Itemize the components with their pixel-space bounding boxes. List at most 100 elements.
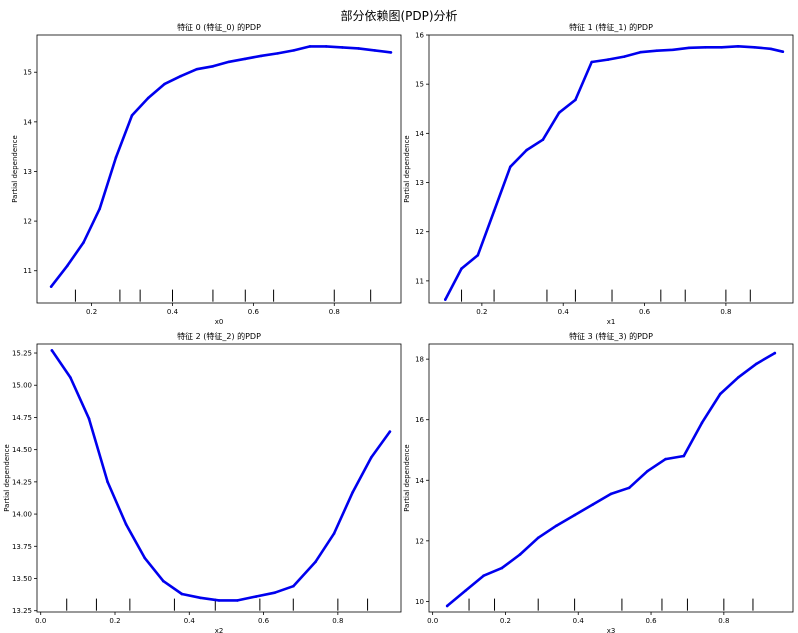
pdp-point — [195, 67, 199, 71]
pdp-point — [525, 148, 528, 152]
figure-title: 部分依赖图(PDP)分析 — [340, 8, 457, 23]
pdp-point — [146, 96, 150, 100]
pdp-point — [664, 457, 667, 461]
x-tick-label: 0.6 — [248, 308, 260, 316]
pdp-line — [50, 349, 392, 602]
x-tick-label: 0.6 — [258, 617, 270, 625]
pdp-point — [276, 52, 279, 55]
pdp-point — [243, 57, 247, 61]
y-tick-label: 18 — [415, 356, 424, 364]
pdp-point — [143, 556, 147, 560]
pdp-point — [718, 392, 722, 396]
y-axis-label: Partial dependence — [403, 444, 411, 512]
pdp-panel-2: 特征 2 (特征_2) 的PDP 0.0 0.2 0.4 0.6 0.8 13.25 13.5… — [3, 331, 402, 633]
x-tick-label: 0.8 — [332, 617, 343, 625]
pdp-point — [273, 591, 277, 594]
y-tick-label: 15 — [415, 81, 424, 89]
pdp-point — [308, 45, 312, 48]
x-tick-label: 0.4 — [558, 308, 570, 316]
pdp-point — [443, 298, 447, 301]
x-tick-label: 0.6 — [639, 308, 651, 316]
pdp-point — [351, 490, 355, 494]
y-tick-label: 14 — [415, 130, 424, 138]
pdp-point — [736, 45, 740, 48]
pdp-point — [227, 60, 231, 64]
pdp-point — [753, 45, 756, 49]
pdp-point — [292, 49, 296, 52]
pdp-point — [755, 362, 758, 365]
axes-frame — [428, 343, 794, 613]
pdp-point — [388, 430, 392, 433]
y-axis-label: Partial dependence — [11, 135, 19, 203]
pdp-point — [260, 54, 263, 58]
pdp-point — [557, 111, 561, 114]
y-tick-label: 13 — [23, 168, 32, 176]
axes-frame — [36, 343, 402, 613]
y-tick-label: 15.00 — [12, 382, 32, 390]
pdp-point — [737, 376, 740, 379]
pdp-point — [332, 532, 336, 535]
panel-title: 特征 0 (特征_0) 的PDP — [177, 22, 261, 32]
pdp-point — [254, 595, 258, 598]
pdp-point — [482, 574, 485, 577]
pdp-line — [444, 45, 785, 301]
pdp-point — [341, 46, 344, 49]
axes-frame — [428, 34, 794, 304]
pdp-point — [50, 349, 54, 352]
y-tick-label: 16 — [415, 416, 424, 424]
y-tick-label: 13.25 — [12, 607, 32, 615]
pdp-point — [639, 50, 642, 54]
pdp-point — [687, 46, 691, 50]
pdp-point — [211, 64, 215, 68]
y-tick-label: 13.50 — [12, 575, 32, 583]
pdp-point — [217, 599, 221, 602]
y-tick-label: 14.25 — [12, 478, 32, 486]
pdp-point — [781, 50, 785, 54]
pdp-point — [464, 589, 467, 593]
pdp-panel-0: 特征 0 (特征_0) 的PDP 0.2 0.4 0.6 0.8 11 12 13 14 15 x0… — [11, 22, 402, 326]
pdp-point — [163, 82, 166, 86]
y-tick-label: 14 — [23, 118, 32, 126]
pdp-point — [314, 560, 317, 564]
pdp-point — [291, 584, 295, 588]
pdp-point — [573, 513, 576, 517]
y-tick-label: 14 — [415, 477, 424, 485]
x-axis-label: x1 — [607, 318, 616, 326]
x-tick-label: 0.0 — [427, 617, 438, 625]
y-tick-label: 11 — [23, 267, 32, 275]
pdp-point — [769, 47, 772, 51]
x-tick-label: 0.4 — [167, 308, 179, 316]
panel-title: 特征 1 (特征_1) 的PDP — [569, 22, 653, 32]
pdp-point — [646, 469, 649, 473]
y-tick-label: 11 — [415, 277, 424, 285]
pdp-point — [591, 503, 595, 506]
pdp-point — [704, 45, 707, 49]
pdp-point — [476, 254, 480, 257]
pdp-point — [106, 480, 109, 484]
pdp-point — [82, 241, 85, 244]
pdp-point — [509, 165, 512, 169]
x-tick-label: 0.8 — [718, 617, 729, 625]
pdp-line — [445, 351, 777, 608]
pdp-point — [357, 47, 360, 50]
y-tick-label: 13 — [415, 179, 424, 187]
pdp-point — [324, 45, 328, 48]
y-axis-label: Partial dependence — [3, 444, 11, 512]
pdp-point — [518, 553, 522, 556]
x-tick-label: 0.4 — [184, 617, 196, 625]
pdp-point — [130, 114, 134, 117]
pdp-point — [49, 285, 53, 288]
y-tick-label: 14.00 — [12, 511, 32, 519]
x-tick-label: 0.6 — [645, 617, 657, 625]
y-tick-label: 15.25 — [12, 350, 32, 358]
axes-frame — [36, 34, 402, 304]
pdp-line — [49, 45, 393, 288]
pdp-point — [124, 523, 128, 526]
y-tick-label: 14.50 — [12, 446, 32, 454]
pdp-point — [161, 579, 165, 583]
panels: 特征 0 (特征_0) 的PDP 0.2 0.4 0.6 0.8 11 12 13 14 15 x0… — [3, 22, 794, 633]
x-tick-label: 0.2 — [500, 617, 511, 625]
pdp-point — [445, 604, 449, 608]
pdp-point — [389, 51, 393, 54]
pdp-point — [536, 536, 540, 540]
